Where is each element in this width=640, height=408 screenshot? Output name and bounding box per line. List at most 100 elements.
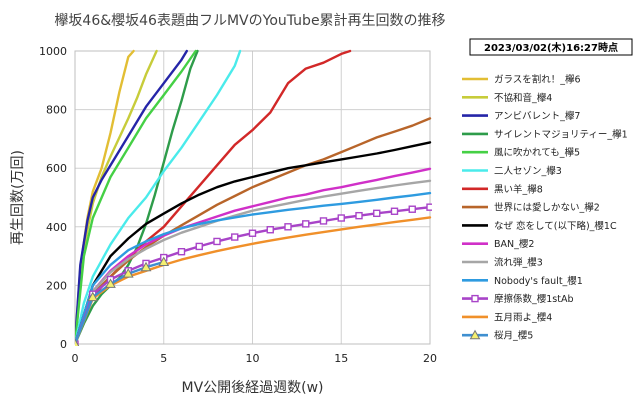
plot-area-border bbox=[74, 50, 431, 345]
legend-item: Nobody's fault_櫻1 bbox=[462, 275, 583, 287]
legend-item: 桜月_櫻5 bbox=[462, 329, 533, 342]
y-tick-label: 400 bbox=[46, 221, 67, 234]
y-axis-ticks: 0 200 400 600 800 1000 bbox=[39, 45, 67, 351]
timestamp-box: 2023/03/02(木)16:27時点 bbox=[469, 38, 633, 56]
legend-item: ガラスを割れ！_欅6 bbox=[462, 74, 581, 86]
series-5 bbox=[75, 49, 197, 346]
data-point bbox=[140, 261, 152, 272]
data-point bbox=[408, 205, 416, 213]
legend-item: 二人セゾン_欅3 bbox=[462, 166, 562, 177]
data-point bbox=[122, 268, 134, 278]
legend-item: 五月雨よ_櫻4 bbox=[462, 311, 552, 323]
series-10 bbox=[75, 167, 432, 346]
series-line bbox=[75, 49, 242, 346]
legend-item: BAN_櫻2 bbox=[462, 238, 534, 250]
series-6 bbox=[75, 49, 242, 346]
data-point bbox=[284, 223, 292, 231]
legend-label: 二人セゾン_欅3 bbox=[494, 166, 562, 177]
x-tick-label: 0 bbox=[72, 352, 79, 365]
legend-label: ガラスを割れ！_欅6 bbox=[494, 74, 581, 86]
data-point bbox=[195, 242, 203, 251]
legend-label: 五月雨よ_櫻4 bbox=[494, 311, 552, 323]
legend-label: Nobody's fault_櫻1 bbox=[494, 275, 583, 287]
data-point bbox=[248, 229, 257, 237]
legend-label: 風に吹かれても_欅5 bbox=[494, 147, 580, 159]
series-line bbox=[75, 179, 432, 346]
data-point bbox=[75, 338, 80, 346]
data-point bbox=[319, 217, 328, 225]
chart-title: 欅坂46&櫻坂46表題曲フルMVのYouTube累計再生回数の推移 bbox=[54, 12, 445, 29]
data-point bbox=[355, 211, 363, 220]
legend-label: 黒い羊_欅8 bbox=[494, 183, 543, 195]
data-point bbox=[390, 207, 399, 215]
series-line bbox=[75, 49, 352, 346]
series-line bbox=[75, 141, 432, 346]
series-14 bbox=[75, 216, 432, 346]
data-point bbox=[373, 209, 381, 218]
series-3 bbox=[75, 49, 189, 346]
series-line bbox=[75, 49, 158, 346]
legend-item: 不協和音_欅4 bbox=[462, 92, 552, 104]
legend-item: 風に吹かれても_欅5 bbox=[462, 147, 580, 159]
data-point bbox=[266, 226, 274, 234]
x-tick-label: 5 bbox=[160, 352, 167, 365]
series-12 bbox=[75, 191, 432, 346]
legend-label: BAN_櫻2 bbox=[494, 238, 534, 250]
series-13 bbox=[75, 203, 432, 346]
legend-item: 黒い羊_欅8 bbox=[462, 183, 543, 195]
data-point bbox=[213, 237, 221, 246]
series-line bbox=[75, 49, 199, 346]
data-point bbox=[177, 248, 186, 256]
legend: ガラスを割れ！_欅6 不協和音_欅4 アンビバレント_欅7 サイレントマジョリティー_… bbox=[462, 74, 628, 342]
series-15 bbox=[75, 256, 170, 346]
x-tick-label: 20 bbox=[423, 352, 437, 365]
legend-label: サイレントマジョリティー_欅1 bbox=[494, 129, 628, 140]
legend-label: 摩擦係数_櫻1stAb bbox=[494, 293, 574, 305]
legend-label: アンビバレント_欅7 bbox=[494, 111, 580, 122]
y-tick-label: 1000 bbox=[39, 45, 67, 58]
legend-item: 摩擦係数_櫻1stAb bbox=[462, 293, 574, 305]
series-2 bbox=[75, 49, 158, 346]
series-line bbox=[75, 260, 166, 346]
legend-label: 桜月_櫻5 bbox=[494, 330, 533, 342]
y-tick-label: 200 bbox=[46, 279, 67, 292]
y-tick-label: 0 bbox=[60, 338, 67, 351]
legend-item: アンビバレント_欅7 bbox=[462, 111, 580, 122]
data-point bbox=[158, 256, 170, 266]
legend-label: なぜ 恋をして(以下略)_櫻1C bbox=[494, 220, 617, 232]
data-point bbox=[337, 214, 345, 222]
legend-item: なぜ 恋をして(以下略)_櫻1C bbox=[462, 220, 617, 232]
series-line bbox=[75, 49, 197, 346]
data-point bbox=[105, 278, 116, 288]
legend-marker bbox=[469, 329, 481, 340]
series-11 bbox=[75, 179, 432, 346]
series-layer bbox=[75, 49, 432, 346]
legend-item: サイレントマジョリティー_欅1 bbox=[462, 129, 628, 140]
grid-lines bbox=[74, 50, 431, 345]
series-line bbox=[75, 191, 432, 346]
data-point bbox=[87, 291, 99, 302]
y-tick-label: 600 bbox=[46, 162, 67, 175]
legend-item: 世界には愛しかない_欅2 bbox=[462, 202, 600, 214]
data-point bbox=[231, 233, 239, 241]
x-axis-title: MV公開後経過週数(w) bbox=[181, 380, 323, 396]
legend-item: 流れ弾_櫻3 bbox=[462, 257, 543, 269]
x-tick-label: 15 bbox=[334, 352, 348, 365]
x-tick-label: 10 bbox=[246, 352, 260, 365]
legend-marker bbox=[471, 294, 479, 303]
series-9 bbox=[75, 141, 432, 346]
legend-label: 流れ弾_櫻3 bbox=[494, 257, 543, 269]
timestamp-text: 2023/03/02(木)16:27時点 bbox=[484, 41, 618, 54]
data-point bbox=[302, 220, 310, 228]
x-axis-ticks: 0 5 10 15 20 bbox=[72, 352, 438, 365]
legend-label: 不協和音_欅4 bbox=[494, 92, 552, 104]
legend-label: 世界には愛しかない_欅2 bbox=[494, 202, 600, 214]
series-line bbox=[75, 167, 432, 346]
series-line bbox=[75, 216, 432, 346]
series-4 bbox=[75, 49, 199, 346]
series-7 bbox=[75, 49, 352, 346]
y-tick-label: 800 bbox=[46, 104, 67, 117]
data-point bbox=[426, 203, 432, 211]
series-line bbox=[75, 49, 189, 346]
